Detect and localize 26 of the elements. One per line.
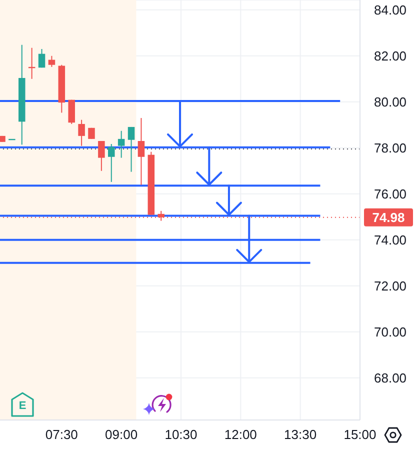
x-tick-label: 12:00 — [224, 427, 257, 442]
annotation: E — [18, 400, 26, 412]
candlestick — [118, 130, 125, 158]
candlestick — [108, 143, 115, 182]
ref-line-label: 74.98 — [372, 210, 405, 225]
y-tick-label: 84.00 — [374, 2, 407, 18]
y-tick-label: 80.00 — [374, 94, 407, 110]
candlestick — [68, 99, 75, 124]
y-tick-label: 78.00 — [374, 140, 407, 156]
candlestick — [48, 55, 56, 68]
x-tick-label: 10:30 — [164, 427, 198, 442]
candlestick — [78, 119, 85, 146]
y-tick-label: 68.00 — [374, 370, 407, 386]
y-tick-label: 76.00 — [374, 186, 407, 202]
y-tick-label: 70.00 — [374, 324, 407, 340]
y-tick-label: 72.00 — [374, 278, 407, 294]
y-tick-label: 82.00 — [374, 48, 407, 64]
x-tick-label: 15:00 — [344, 427, 376, 442]
candlestick — [138, 117, 145, 186]
candlestick — [38, 48, 46, 68]
candlestick — [128, 126, 135, 172]
y-tick-label: 74.00 — [374, 232, 407, 248]
x-tick-label: 13:30 — [284, 427, 317, 442]
candlestick — [98, 140, 105, 172]
x-tick-label: 07:30 — [45, 427, 78, 442]
x-tick-label: 09:00 — [105, 427, 138, 442]
